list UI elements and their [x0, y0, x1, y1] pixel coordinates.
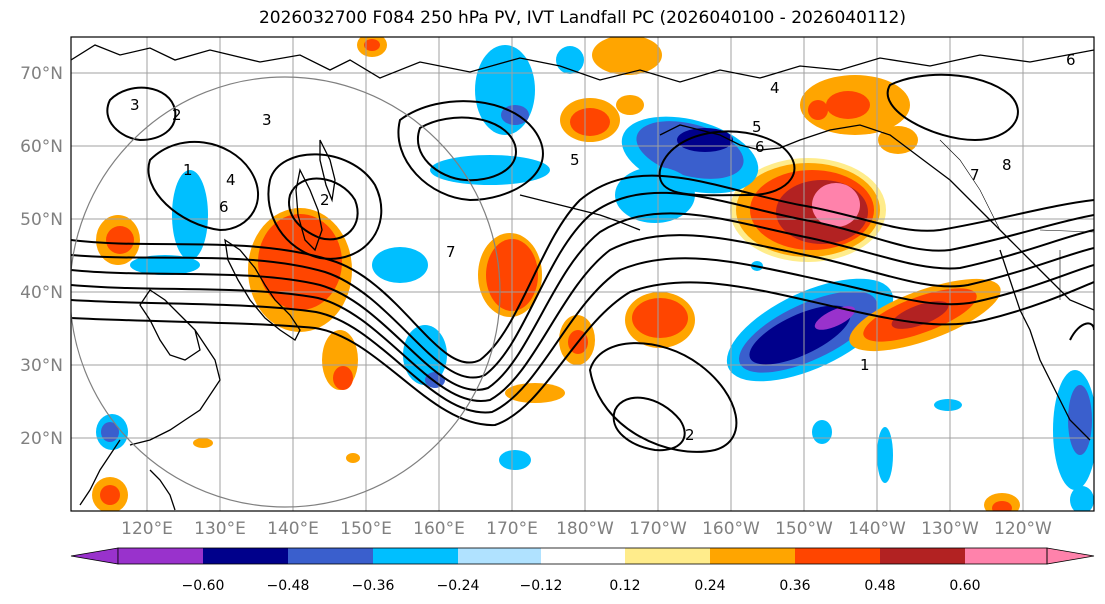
lon-label: 180°W: [556, 519, 614, 539]
colorbar-segment: [625, 548, 710, 564]
colorbar-segment: [795, 548, 880, 564]
colorbar-outline: [117, 547, 1048, 565]
colorbar-label: −0.12: [520, 578, 563, 594]
colorbar-label: −0.48: [267, 578, 310, 594]
colorbar-label: −0.24: [437, 578, 480, 594]
colorbar: −0.60 −0.48 −0.36 −0.24 −0.12 0.12 0.24 …: [70, 547, 1095, 594]
colorbar-segment: [880, 548, 965, 564]
lon-label: 140°E: [267, 519, 319, 539]
lon-label: 170°E: [486, 519, 538, 539]
figure-title: 2026032700 F084 250 hPa PV, IVT Landfall…: [258, 8, 906, 28]
contour-label: 6: [219, 198, 229, 216]
lat-label: 20°N: [20, 429, 63, 449]
contour-label: 7: [970, 166, 980, 184]
contour-label: 6: [1066, 51, 1076, 69]
contour-label: 1: [860, 356, 870, 374]
contour-label: 4: [226, 171, 236, 189]
contour-label: 1: [183, 161, 193, 179]
longitude-labels: 120°E 130°E 140°E 150°E 160°E 170°E 180°…: [121, 519, 1052, 539]
lat-label: 70°N: [20, 64, 63, 84]
contour-label: 2: [172, 106, 182, 124]
contour-label: 6: [755, 138, 765, 156]
lon-label: 160°W: [702, 519, 760, 539]
colorbar-segment: [373, 548, 458, 564]
colorbar-segment: [710, 548, 795, 564]
colorbar-segment: [541, 548, 625, 564]
colorbar-segment: [288, 548, 373, 564]
lon-label: 170°W: [629, 519, 687, 539]
colorbar-segment: [458, 548, 541, 564]
lat-label: 50°N: [20, 210, 63, 230]
contour-labels: 1 2 3 4 5 6 7 4 5 6 2 7 1 2 3 6 8: [130, 51, 1076, 444]
colorbar-label: 0.12: [609, 578, 640, 594]
latitude-labels: 70°N 60°N 50°N 40°N 30°N 20°N: [20, 64, 63, 449]
pv-contours: [71, 73, 1094, 453]
contour-label: 5: [570, 151, 580, 169]
colorbar-label: −0.36: [352, 578, 395, 594]
lon-label: 150°W: [775, 519, 833, 539]
colorbar-extend-max: [1046, 547, 1095, 565]
contour-label: 4: [770, 79, 780, 97]
colorbar-label: 0.36: [779, 578, 810, 594]
colorbar-label: 0.48: [864, 578, 895, 594]
contour-label: 5: [752, 118, 762, 136]
lon-label: 130°E: [194, 519, 246, 539]
contour-label: 8: [1002, 156, 1012, 174]
contour-label: 2: [685, 426, 695, 444]
lon-label: 130°W: [921, 519, 979, 539]
pv-anomaly-fill: [92, 37, 1094, 511]
colorbar-label: 0.60: [949, 578, 980, 594]
coastlines: [71, 44, 1094, 511]
colorbar-label: −0.60: [182, 578, 225, 594]
contour-label: 3: [262, 111, 272, 129]
contour-label: 3: [130, 96, 140, 114]
lon-label: 140°W: [848, 519, 906, 539]
lon-label: 120°E: [121, 519, 173, 539]
colorbar-segment: [203, 548, 288, 564]
lon-label: 160°E: [413, 519, 465, 539]
landfall-region-circle: [71, 76, 501, 508]
lon-label: 150°E: [340, 519, 392, 539]
map-frame: [70, 36, 1095, 512]
lon-label: 120°W: [994, 519, 1052, 539]
lat-label: 40°N: [20, 283, 63, 303]
contour-label: 2: [320, 191, 330, 209]
colorbar-segment: [965, 548, 1047, 564]
colorbar-segment: [118, 548, 203, 564]
colorbar-extend-min: [70, 547, 119, 565]
lat-label: 60°N: [20, 137, 63, 157]
lat-label: 30°N: [20, 356, 63, 376]
contour-label: 7: [446, 243, 456, 261]
colorbar-label: 0.24: [694, 578, 725, 594]
